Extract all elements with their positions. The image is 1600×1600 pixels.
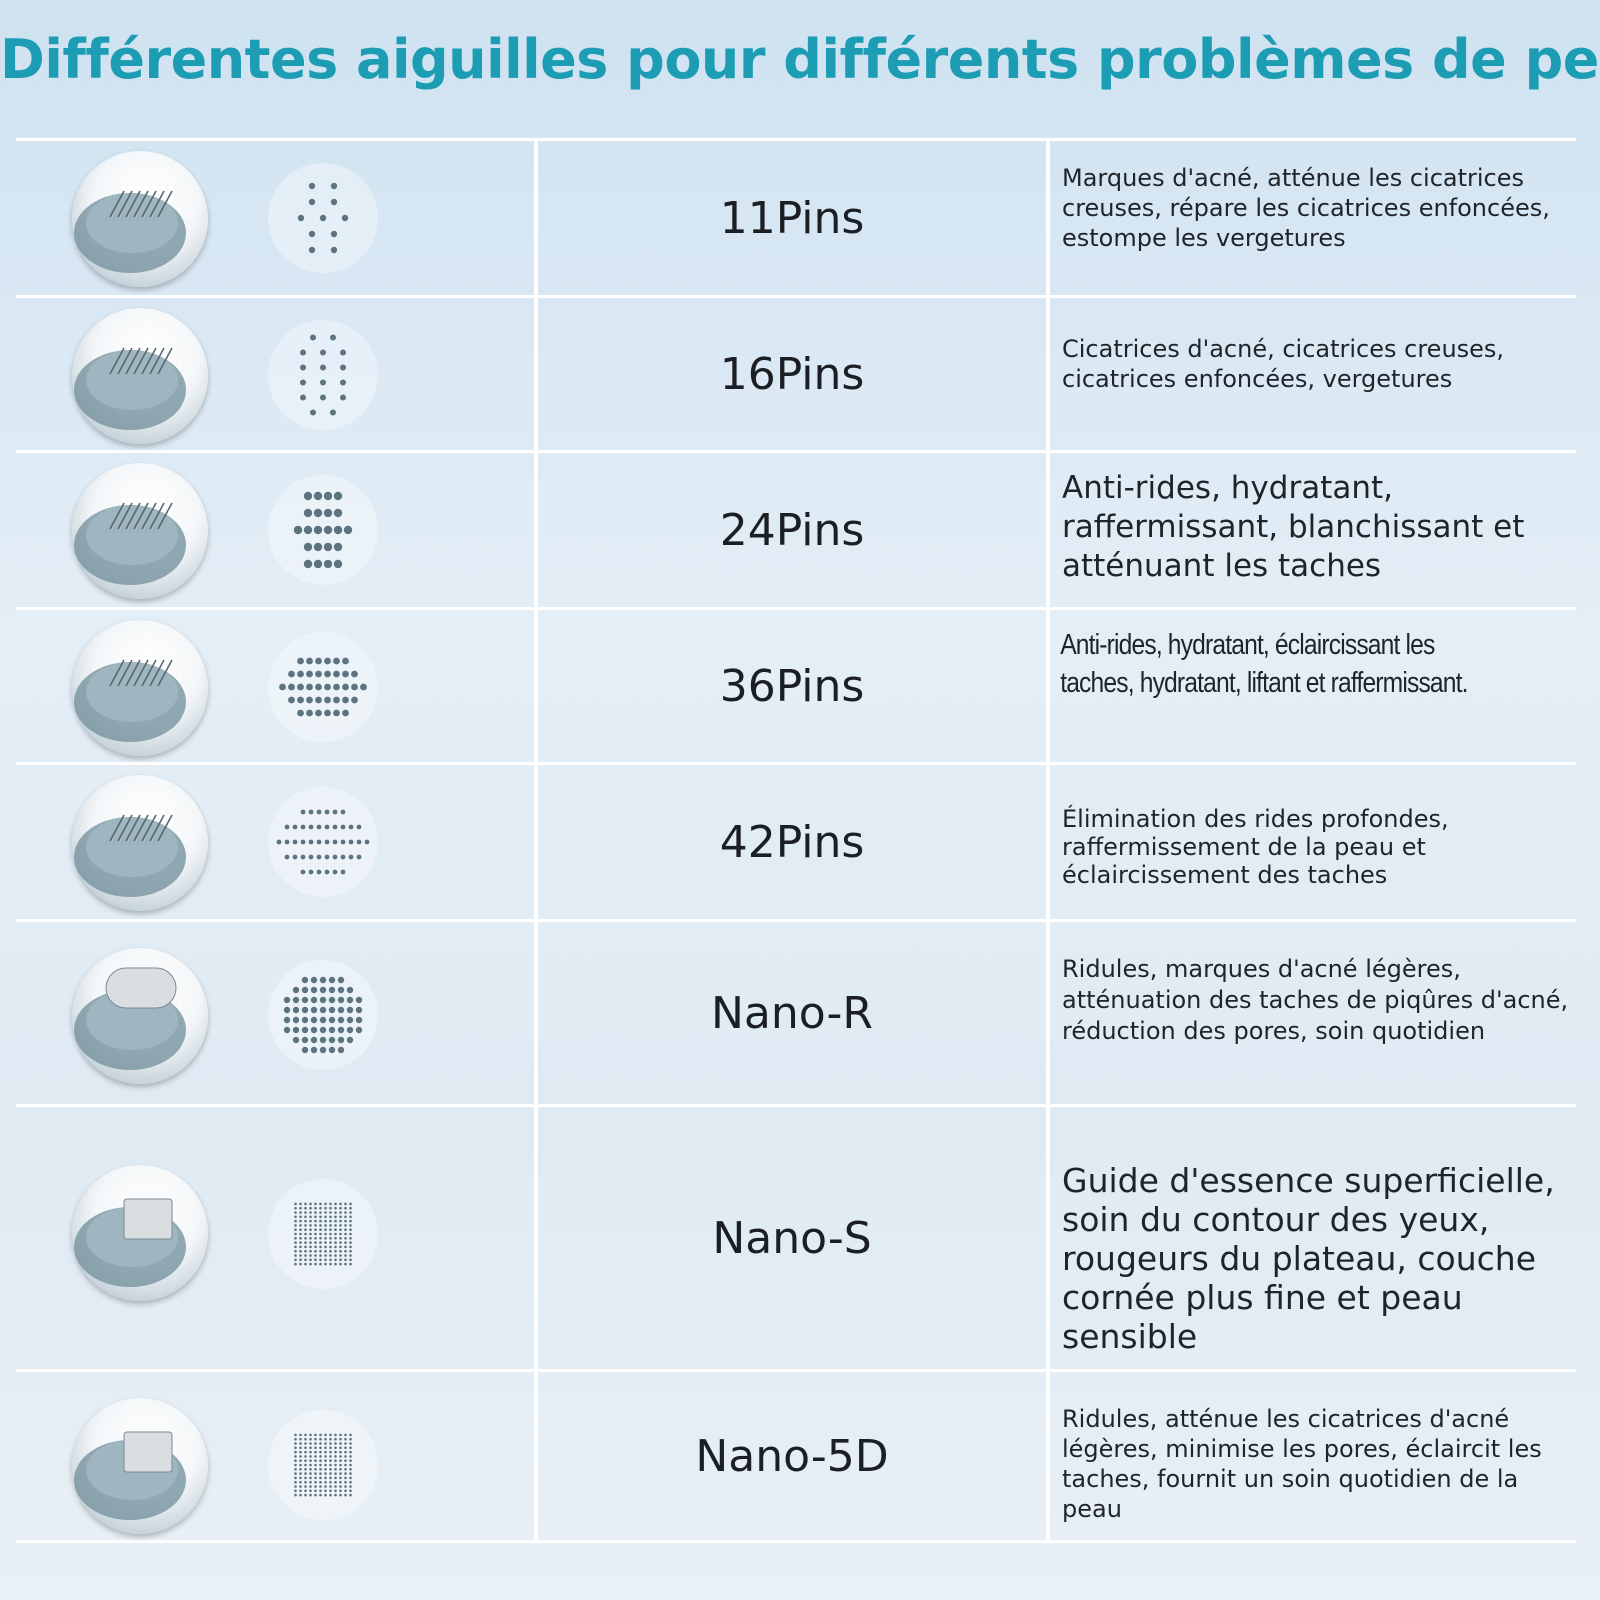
pin-pattern-16-icon — [268, 320, 378, 430]
needle-cartridge-icon — [72, 151, 208, 287]
needle-type-label: Nano-R — [538, 922, 1050, 1104]
table-row: 24Pins Anti-rides, hydratant, raffermiss… — [16, 450, 1576, 607]
pin-pattern-11-icon — [268, 163, 378, 273]
needle-description: Ridules, marques d'acné légères, atténua… — [1062, 955, 1569, 1045]
needle-cartridge-icon — [72, 620, 208, 756]
needle-description: Cicatrices d'acné, cicatrices creuses, c… — [1062, 335, 1505, 393]
nano-5d-pattern-icon — [268, 1410, 378, 1520]
table-row: Nano-R Ridules, marques d'acné légères, … — [16, 919, 1576, 1104]
nano-square-pattern-icon — [268, 1179, 378, 1289]
needle-type-label: Nano-S — [538, 1107, 1050, 1369]
nano-5d-cartridge-icon — [72, 1398, 208, 1534]
table-row: Nano-5D Ridules, atténue les cicatrices … — [16, 1369, 1576, 1543]
pin-pattern-42-icon — [268, 787, 378, 897]
table-row: 16Pins Cicatrices d'acné, cicatrices cre… — [16, 295, 1576, 450]
needle-type-label: 16Pins — [538, 298, 1050, 450]
needle-type-label: 42Pins — [538, 765, 1050, 919]
needle-description: Marques d'acné, atténue les cicatrices c… — [1062, 164, 1550, 252]
table-row: Nano-S Guide d'essence superficielle, so… — [16, 1104, 1576, 1369]
needle-cartridge-icon — [72, 308, 208, 444]
needle-cartridge-icon — [72, 775, 208, 911]
table-row: 11Pins Marques d'acné, atténue les cicat… — [16, 138, 1576, 295]
needle-type-label: 36Pins — [538, 610, 1050, 762]
needle-description: Guide d'essence superficielle, soin du c… — [1062, 1161, 1555, 1356]
needle-type-label: 24Pins — [538, 453, 1050, 607]
needle-type-label: 11Pins — [538, 141, 1050, 295]
nano-square-cartridge-icon — [72, 1165, 208, 1301]
needle-description: Anti-rides, hydratant, raffermissant, bl… — [1062, 470, 1525, 584]
needle-description: Élimination des rides profondes, rafferm… — [1062, 805, 1449, 889]
table-row: 42Pins Élimination des rides profondes, … — [16, 762, 1576, 919]
nano-round-pattern-icon — [268, 960, 378, 1070]
table-row: 36Pins Anti-rides, hydratant, éclairciss… — [16, 607, 1576, 762]
nano-round-cartridge-icon — [72, 948, 208, 1084]
needle-type-label: Nano-5D — [538, 1372, 1050, 1540]
needle-description: Anti-rides, hydratant, éclaircissant les… — [1060, 629, 1468, 699]
pin-pattern-36-icon — [268, 632, 378, 742]
needle-cartridge-icon — [72, 463, 208, 599]
page-title: Différentes aiguilles pour différents pr… — [0, 28, 1600, 91]
needle-description: Ridules, atténue les cicatrices d'acné l… — [1062, 1405, 1542, 1523]
needle-comparison-table: 11Pins Marques d'acné, atténue les cicat… — [16, 138, 1576, 1543]
pin-pattern-24-icon — [268, 475, 378, 585]
